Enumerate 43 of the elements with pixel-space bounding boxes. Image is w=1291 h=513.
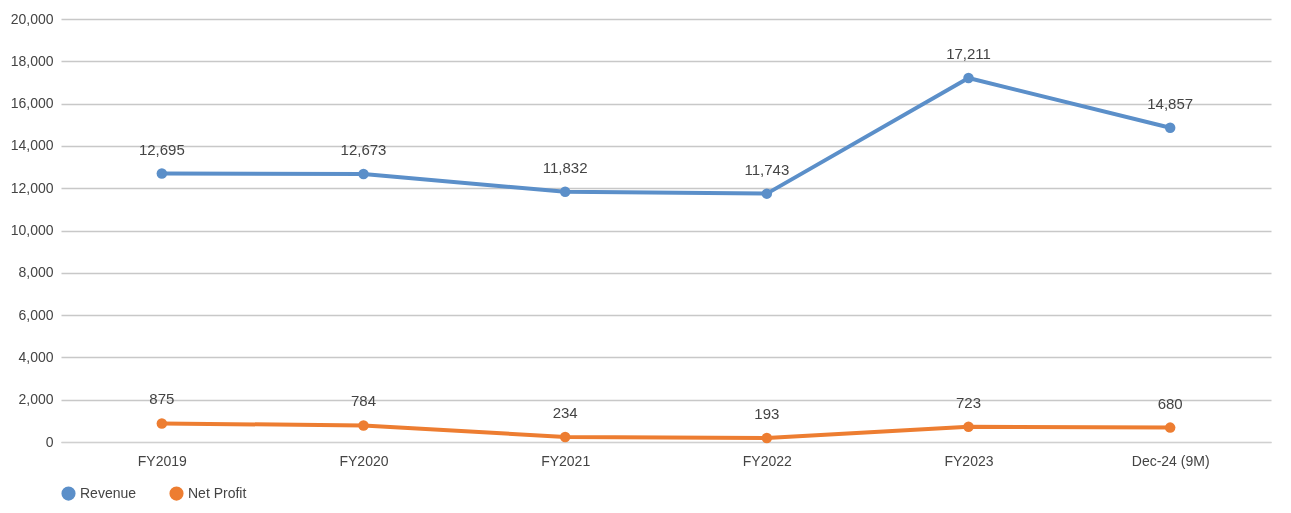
data-label: 784 [350,392,377,410]
legend-label: Revenue [80,484,137,501]
data-label: 12,673 [340,140,387,158]
point [559,186,571,197]
x-tick-label: FY2021 [541,452,591,469]
point [156,168,168,179]
x-tick-label: FY2023 [944,452,994,469]
point [358,420,369,431]
y-tick-label: 10,000 [10,222,54,238]
data-label: 875 [149,390,175,408]
legend-label: Net Profit [188,484,247,501]
data-label: 11,743 [744,160,790,178]
data-label: 723 [955,393,982,411]
y-tick-label: 6,000 [18,306,54,323]
data-label: 17,211 [946,44,991,62]
data-label: 193 [754,404,780,422]
y-tick-label: 2,000 [18,391,54,408]
y-tick-label: 4,000 [18,348,54,365]
point [963,72,974,84]
y-tick-label: 12,000 [10,179,54,196]
x-tick-label: FY2022 [742,452,793,469]
point [1164,122,1176,134]
data-label: 14,857 [1147,94,1194,112]
data-label: 680 [1157,394,1183,412]
y-tick-label: 18,000 [10,52,54,69]
point [358,168,369,180]
data-label: 234 [552,404,578,422]
point [761,188,773,199]
point [761,432,773,444]
x-tick-label: FY2020 [339,452,389,469]
point [559,431,571,443]
x-tick-label: FY2019 [137,452,188,469]
point [1164,422,1176,433]
point [156,418,168,429]
data-label: 12,695 [138,140,185,158]
point [963,421,974,432]
y-tick-label: 20,000 [10,10,54,27]
y-tick-label: 14,000 [10,137,54,154]
y-tick-label: 16,000 [10,95,54,112]
data-label: 11,832 [542,158,588,176]
x-tick-label: Dec-24 (9M) [1131,452,1210,469]
y-tick-label: 0 [45,433,54,450]
y-tick-label: 8,000 [18,264,54,281]
